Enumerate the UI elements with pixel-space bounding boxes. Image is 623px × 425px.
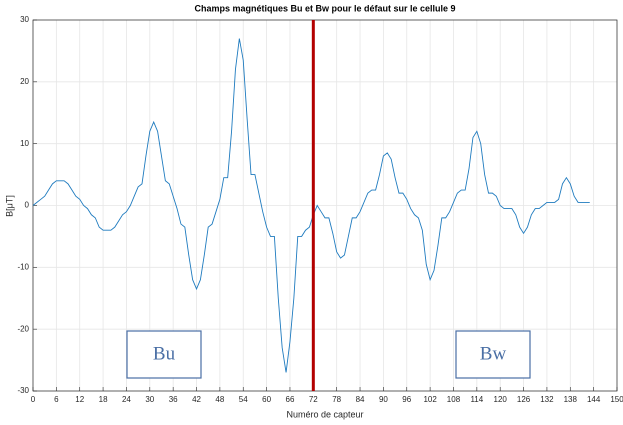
- y-tick-label: 10: [20, 139, 29, 148]
- x-tick-label: 120: [494, 395, 508, 404]
- y-tick-label: 0: [25, 201, 30, 210]
- y-tick-label: -10: [17, 262, 29, 271]
- annotation-label: Bu: [153, 343, 176, 364]
- x-tick-label: 42: [192, 395, 201, 404]
- x-tick-label: 48: [215, 395, 224, 404]
- x-tick-label: 114: [470, 395, 483, 404]
- x-tick-label: 102: [423, 395, 437, 404]
- x-tick-label: 132: [540, 395, 554, 404]
- x-tick-label: 78: [332, 395, 341, 404]
- y-tick-label: -20: [17, 324, 29, 333]
- x-tick-label: 72: [309, 395, 318, 404]
- x-tick-label: 30: [145, 395, 154, 404]
- x-tick-label: 6: [54, 395, 59, 404]
- x-tick-label: 60: [262, 395, 271, 404]
- x-tick-label: 150: [610, 395, 623, 404]
- y-tick-label: -30: [17, 386, 29, 395]
- x-tick-label: 126: [517, 395, 531, 404]
- annotation-label: Bw: [480, 343, 507, 364]
- x-tick-label: 108: [447, 395, 461, 404]
- y-axis-label: B[μT]: [4, 195, 14, 217]
- x-tick-label: 138: [564, 395, 578, 404]
- data-line: [32, 38, 590, 373]
- x-tick-label: 66: [286, 395, 295, 404]
- x-tick-label: 24: [122, 395, 131, 404]
- x-tick-label: 18: [99, 395, 108, 404]
- annotation-box: [455, 330, 531, 379]
- x-tick-label: 54: [239, 395, 248, 404]
- x-tick-label: 12: [75, 395, 84, 404]
- x-tick-label: 0: [31, 395, 36, 404]
- x-axis-label: Numéro de capteur: [286, 409, 363, 419]
- x-tick-label: 36: [169, 395, 178, 404]
- y-tick-label: 30: [20, 15, 29, 24]
- annotation-box: [126, 330, 202, 379]
- chart-title: Champs magnétiques Bu et Bw pour le défa…: [194, 3, 455, 13]
- x-tick-label: 84: [356, 395, 365, 404]
- y-tick-label: 20: [20, 77, 29, 86]
- x-tick-label: 90: [379, 395, 388, 404]
- x-tick-label: 144: [587, 395, 601, 404]
- x-tick-label: 96: [402, 395, 411, 404]
